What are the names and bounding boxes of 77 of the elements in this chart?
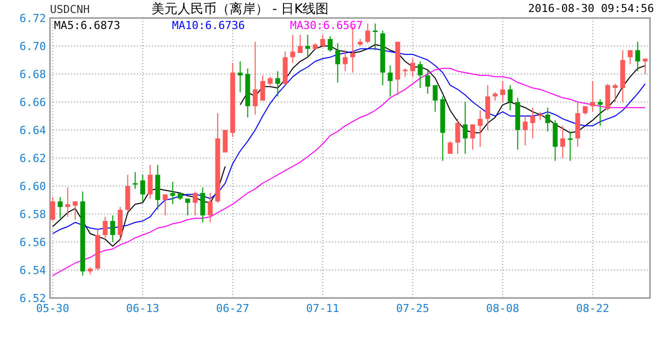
x-tick-label: 07-25	[396, 302, 430, 315]
candlestick	[185, 198, 190, 216]
candlestick	[65, 186, 70, 218]
candlestick	[365, 23, 370, 44]
candlestick	[485, 84, 490, 130]
candlestick	[260, 74, 266, 102]
candlestick	[635, 41, 640, 72]
y-tick-label: 6.54	[20, 264, 46, 277]
text: MA30:6.6567	[290, 19, 363, 32]
candlestick	[320, 34, 326, 48]
y-tick-label: 6.72	[20, 12, 46, 25]
candlestick	[328, 36, 333, 52]
x-tick-label: 08-08	[486, 302, 520, 315]
candlestick	[642, 58, 648, 74]
candlestick	[605, 83, 610, 111]
x-tick-label: 08-22	[576, 302, 610, 315]
candlestick	[462, 102, 468, 154]
y-tick-label: 6.52	[20, 292, 46, 305]
candlestick	[568, 130, 573, 162]
candlestick	[162, 194, 168, 216]
text: USDCNH	[50, 3, 90, 16]
candlestick	[552, 120, 558, 162]
candlestick	[290, 34, 296, 64]
candlestick	[222, 130, 228, 153]
candlestick	[628, 50, 633, 65]
candlestick	[50, 196, 56, 222]
candlestick	[132, 172, 138, 190]
y-tick-label: 6.60	[20, 180, 46, 193]
x-tick-label: 05-30	[36, 302, 70, 315]
text: MA10:6.6736	[172, 19, 245, 32]
candlestick	[275, 70, 280, 97]
candlestick	[238, 60, 243, 93]
x-tick-label: 06-13	[126, 302, 160, 315]
candlestick	[102, 216, 108, 238]
candlestick	[545, 107, 550, 132]
candlestick	[342, 50, 348, 72]
candlestick	[335, 42, 340, 83]
candlestick	[508, 84, 513, 111]
candlestick	[598, 98, 603, 126]
candlestick	[200, 186, 206, 223]
candlestick	[372, 23, 378, 51]
candlestick	[298, 34, 303, 54]
candlestick	[530, 107, 536, 139]
candlestick	[140, 174, 146, 202]
candlestick	[560, 125, 566, 158]
candlestick	[470, 124, 476, 150]
y-tick-label: 6.58	[20, 208, 46, 221]
candlestick	[170, 181, 176, 205]
text: MA5:6.6873	[54, 19, 120, 32]
candlestick	[388, 65, 393, 97]
candlestick	[208, 192, 213, 223]
candlestick	[432, 84, 438, 112]
candlestick	[125, 174, 130, 212]
candlestick	[425, 69, 430, 94]
y-tick-label: 6.70	[20, 40, 46, 53]
candlestick	[478, 110, 483, 148]
candlestick	[305, 34, 310, 58]
candlestick	[455, 118, 460, 154]
candlestick	[192, 191, 198, 216]
candlestick	[500, 80, 506, 102]
candlestick	[148, 164, 153, 200]
y-tick-label: 6.66	[20, 96, 46, 109]
y-tick-label: 6.68	[20, 68, 46, 81]
x-tick-label: 07-11	[306, 302, 340, 315]
chart-title: 美元人民币（离岸） - 日K线图	[151, 1, 329, 17]
candlestick	[448, 140, 453, 154]
candlestick	[612, 83, 618, 102]
x-tick-label: 06-27	[216, 302, 250, 315]
y-tick-label: 6.64	[20, 124, 46, 137]
y-tick-label: 6.62	[20, 152, 46, 165]
y-tick-label: 6.56	[20, 236, 46, 249]
candlestick	[522, 116, 528, 146]
candlestick	[418, 60, 423, 88]
candlestick	[58, 196, 63, 219]
candlestick	[252, 41, 258, 116]
candlestick	[110, 214, 116, 242]
chart-subtitle: 2016-08-30 09:54:56	[528, 2, 654, 15]
